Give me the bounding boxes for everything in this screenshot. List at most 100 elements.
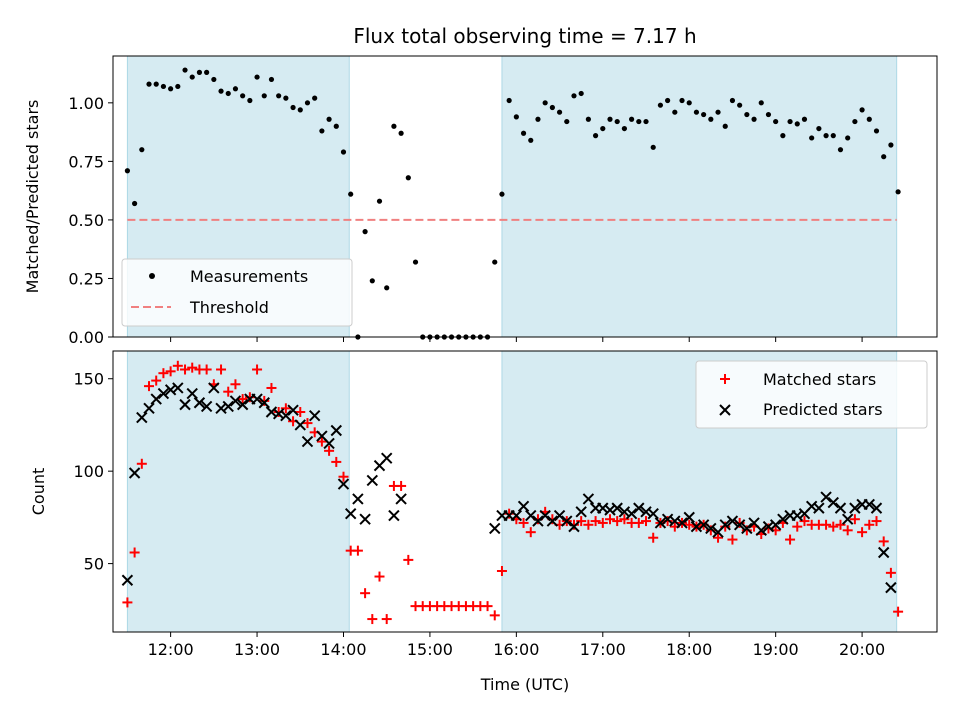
predicted-star-point	[143, 402, 155, 415]
predicted-star-point	[553, 509, 566, 522]
measurement-point	[362, 229, 368, 235]
bottom-panel: 12:00 13:00 14:00 15:00 16:00 17:00 18:00 19:00…	[29, 350, 938, 694]
matched-star-point	[259, 395, 270, 406]
predicted-star-point	[575, 506, 587, 518]
x-tick-label: 19:00	[753, 640, 799, 659]
measurement-point	[758, 100, 764, 106]
predicted-star-point	[546, 515, 559, 527]
bottom-y-axis-label: Count	[29, 468, 48, 516]
measurement-point	[412, 259, 419, 265]
matched-star-point	[158, 368, 169, 379]
y-tick-label: 100	[73, 462, 104, 481]
predicted-star-point	[741, 522, 753, 535]
matched-star-point	[223, 386, 234, 397]
matched-star-point	[525, 527, 536, 538]
x-axis-label: Time (UTC)	[480, 675, 569, 694]
predicted-star-point	[820, 491, 832, 503]
predicted-star-point	[330, 424, 342, 437]
measurement-point	[297, 107, 303, 113]
measurement-point	[132, 200, 138, 207]
predicted-star-point	[337, 478, 350, 490]
measurement-point	[535, 116, 541, 122]
predicted-star-point	[769, 519, 782, 531]
matched-star-point	[842, 525, 853, 536]
matched-star-point	[144, 381, 155, 392]
matched-star-point	[122, 597, 133, 608]
predicted-star-point	[726, 515, 739, 527]
measurement-point	[801, 116, 808, 122]
predicted-star-point	[294, 419, 306, 431]
predicted-star-point	[301, 435, 314, 448]
matched-star-point	[489, 610, 500, 621]
predicted-star-point	[611, 502, 623, 514]
predicted-star-point	[885, 581, 897, 594]
top-panel: 0.00 0.25 0.50 0.75 1.00 Matched/Predicted s…	[23, 55, 938, 347]
matched-star-point	[324, 445, 335, 456]
measurement-point	[513, 114, 519, 120]
predicted-star-point	[755, 524, 767, 537]
measurement-point	[585, 116, 591, 122]
predicted-star-point	[625, 507, 638, 520]
measurement-point	[823, 133, 829, 139]
matched-star-point	[720, 521, 731, 532]
measurement-point	[304, 100, 311, 106]
legend-label-threshold: Threshold	[189, 298, 269, 317]
matched-star-point	[504, 508, 515, 519]
matched-star-point	[295, 407, 306, 418]
matched-star-point	[835, 519, 846, 530]
matched-star-point	[871, 516, 882, 527]
predicted-star-point	[236, 398, 249, 411]
measurement-point	[261, 93, 267, 99]
top-y-ticks: 0.00 0.25 0.50 0.75 1.00	[68, 94, 113, 347]
y-tick-label: 0.25	[68, 269, 104, 288]
legend-marker-predicted	[719, 404, 731, 416]
measurement-point	[319, 128, 325, 134]
predicted-star-point	[834, 502, 847, 514]
matched-star-point	[828, 521, 839, 532]
measurement-point	[506, 97, 512, 104]
matched-star-point	[302, 418, 313, 429]
matched-star-point	[619, 514, 630, 525]
matched-star-point	[244, 392, 255, 403]
measurement-point	[153, 81, 159, 87]
matched-star-point	[641, 516, 652, 527]
measurement-point	[780, 133, 786, 139]
predicted-star-point	[676, 517, 688, 529]
measurement-point	[657, 102, 664, 108]
matched-star-point	[518, 517, 529, 528]
matched-star-point	[216, 364, 227, 375]
predicted-star-point	[705, 522, 717, 535]
predicted-star-point	[841, 513, 854, 525]
predicted-star-point	[777, 513, 789, 525]
predicted-star-point	[222, 400, 234, 413]
predicted-star-point	[683, 511, 695, 524]
matched-star-point	[266, 382, 277, 393]
measurement-point	[888, 142, 894, 148]
matched-star-point	[165, 366, 176, 377]
matched-star-point	[201, 364, 212, 375]
legend-label-measurements: Measurements	[190, 267, 308, 286]
predicted-star-point	[561, 515, 573, 527]
matched-star-point	[482, 601, 493, 612]
predicted-star-point	[380, 452, 393, 464]
predicted-star-point	[150, 393, 162, 405]
bottom-y-ticks: 50 100 150	[73, 370, 113, 574]
legend-marker-measurements	[149, 273, 155, 279]
measurement-point	[268, 76, 275, 83]
matched-star-point	[684, 519, 695, 530]
matched-star-point	[792, 521, 803, 532]
measurement-point	[492, 259, 498, 265]
matched-star-point	[604, 514, 615, 525]
matched-star-point	[496, 565, 507, 576]
measurement-point	[247, 97, 253, 104]
measurement-point	[701, 111, 707, 118]
predicted-star-point	[157, 387, 170, 400]
measurement-point	[376, 198, 383, 204]
matched-star-point	[648, 532, 659, 543]
measurement-point	[866, 116, 872, 122]
measurement-point	[873, 128, 880, 134]
predicted-star-point	[229, 395, 242, 407]
top-shaded-intervals	[126, 56, 898, 337]
measurement-point	[542, 100, 548, 106]
measurement-point	[398, 130, 404, 136]
